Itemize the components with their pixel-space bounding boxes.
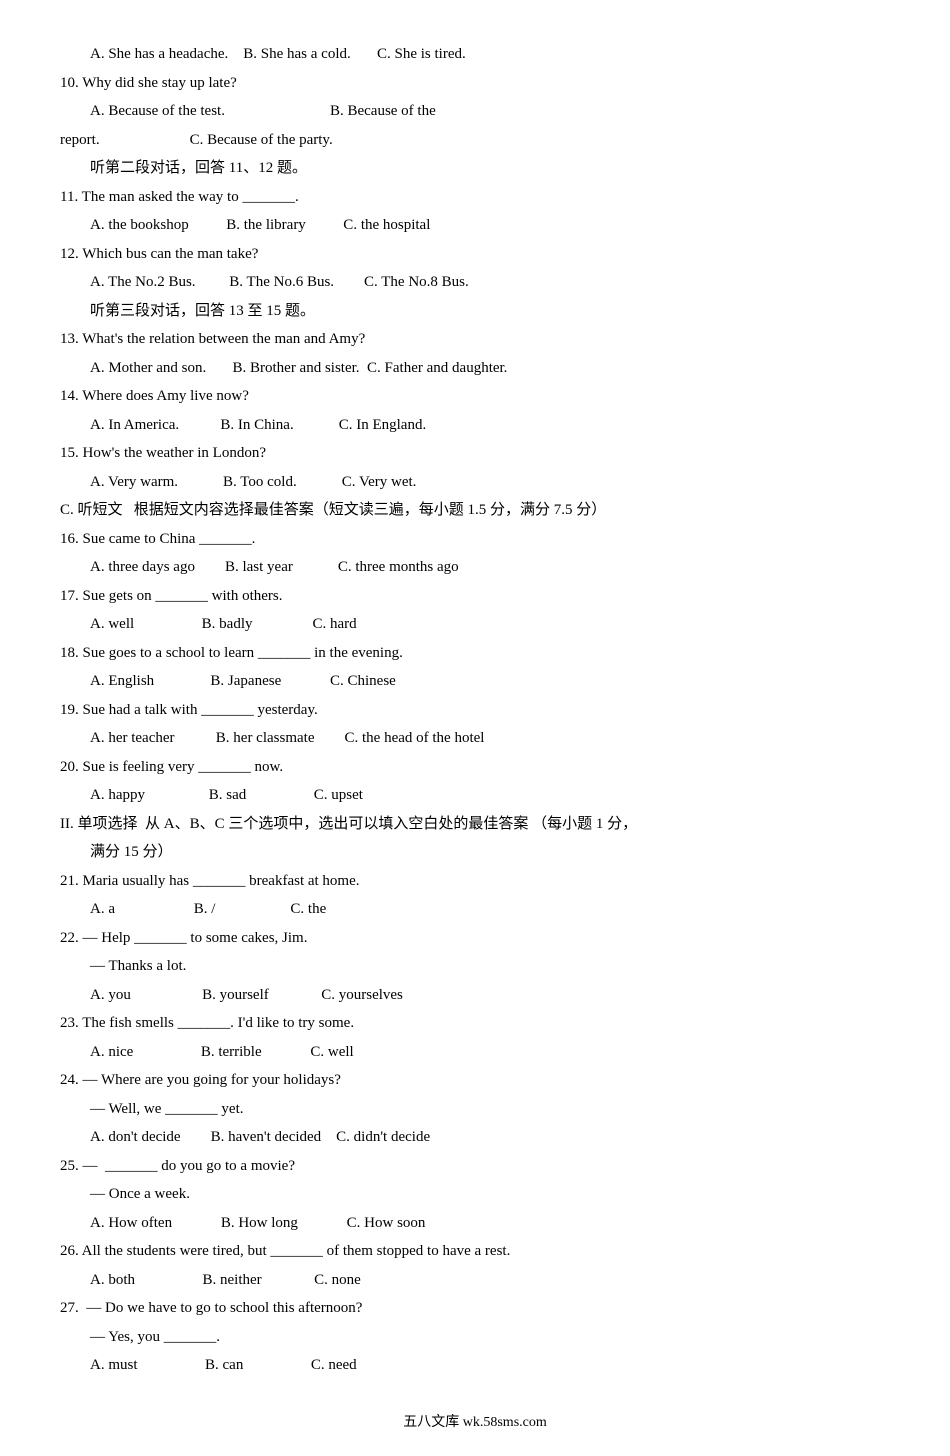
text-line: A. her teacher B. her classmate C. the h…: [60, 724, 890, 753]
text-line: A. a B. / C. the: [60, 895, 890, 924]
text-line: 23. The fish smells _______. I'd like to…: [60, 1009, 890, 1038]
text-line: 12. Which bus can the man take?: [60, 240, 890, 269]
text-line: C. 听短文 根据短文内容选择最佳答案（短文读三遍，每小题 1.5 分，满分 7…: [60, 496, 890, 525]
text-line: report. C. Because of the party.: [60, 126, 890, 155]
text-line: A. Because of the test. B. Because of th…: [60, 97, 890, 126]
text-line: 26. All the students were tired, but ___…: [60, 1237, 890, 1266]
text-line: II. 单项选择 从 A、B、C 三个选项中，选出可以填入空白处的最佳答案 （每…: [60, 810, 890, 839]
text-line: A. nice B. terrible C. well: [60, 1038, 890, 1067]
text-line: 22. — Help _______ to some cakes, Jim.: [60, 924, 890, 953]
text-line: A. She has a headache. B. She has a cold…: [60, 40, 890, 69]
text-line: 听第二段对话，回答 11、12 题。: [60, 154, 890, 183]
text-line: 18. Sue goes to a school to learn ______…: [60, 639, 890, 668]
text-line: 13. What's the relation between the man …: [60, 325, 890, 354]
text-line: A. the bookshop B. the library C. the ho…: [60, 211, 890, 240]
text-line: A. three days ago B. last year C. three …: [60, 553, 890, 582]
text-line: 16. Sue came to China _______.: [60, 525, 890, 554]
text-line: 满分 15 分）: [60, 838, 890, 867]
text-line: — Yes, you _______.: [60, 1323, 890, 1352]
text-line: 17. Sue gets on _______ with others.: [60, 582, 890, 611]
text-line: A. The No.2 Bus. B. The No.6 Bus. C. The…: [60, 268, 890, 297]
text-line: 15. How's the weather in London?: [60, 439, 890, 468]
text-line: A. Mother and son. B. Brother and sister…: [60, 354, 890, 383]
text-line: A. English B. Japanese C. Chinese: [60, 667, 890, 696]
text-line: 11. The man asked the way to _______.: [60, 183, 890, 212]
text-line: A. well B. badly C. hard: [60, 610, 890, 639]
text-line: A. you B. yourself C. yourselves: [60, 981, 890, 1010]
text-line: A. must B. can C. need: [60, 1351, 890, 1380]
text-line: A. Very warm. B. Too cold. C. Very wet.: [60, 468, 890, 497]
text-line: A. both B. neither C. none: [60, 1266, 890, 1295]
text-line: — Thanks a lot.: [60, 952, 890, 981]
text-line: 19. Sue had a talk with _______ yesterda…: [60, 696, 890, 725]
text-line: 听第三段对话，回答 13 至 15 题。: [60, 297, 890, 326]
text-line: 25. — _______ do you go to a movie?: [60, 1152, 890, 1181]
text-line: 10. Why did she stay up late?: [60, 69, 890, 98]
text-line: 24. — Where are you going for your holid…: [60, 1066, 890, 1095]
text-line: A. In America. B. In China. C. In Englan…: [60, 411, 890, 440]
footer-text: 五八文库 wk.58sms.com: [60, 1410, 890, 1437]
text-line: 14. Where does Amy live now?: [60, 382, 890, 411]
document-body: A. She has a headache. B. She has a cold…: [60, 40, 890, 1380]
text-line: 27. — Do we have to go to school this af…: [60, 1294, 890, 1323]
text-line: 21. Maria usually has _______ breakfast …: [60, 867, 890, 896]
text-line: — Once a week.: [60, 1180, 890, 1209]
text-line: A. happy B. sad C. upset: [60, 781, 890, 810]
text-line: A. How often B. How long C. How soon: [60, 1209, 890, 1238]
text-line: A. don't decide B. haven't decided C. di…: [60, 1123, 890, 1152]
text-line: 20. Sue is feeling very _______ now.: [60, 753, 890, 782]
text-line: — Well, we _______ yet.: [60, 1095, 890, 1124]
